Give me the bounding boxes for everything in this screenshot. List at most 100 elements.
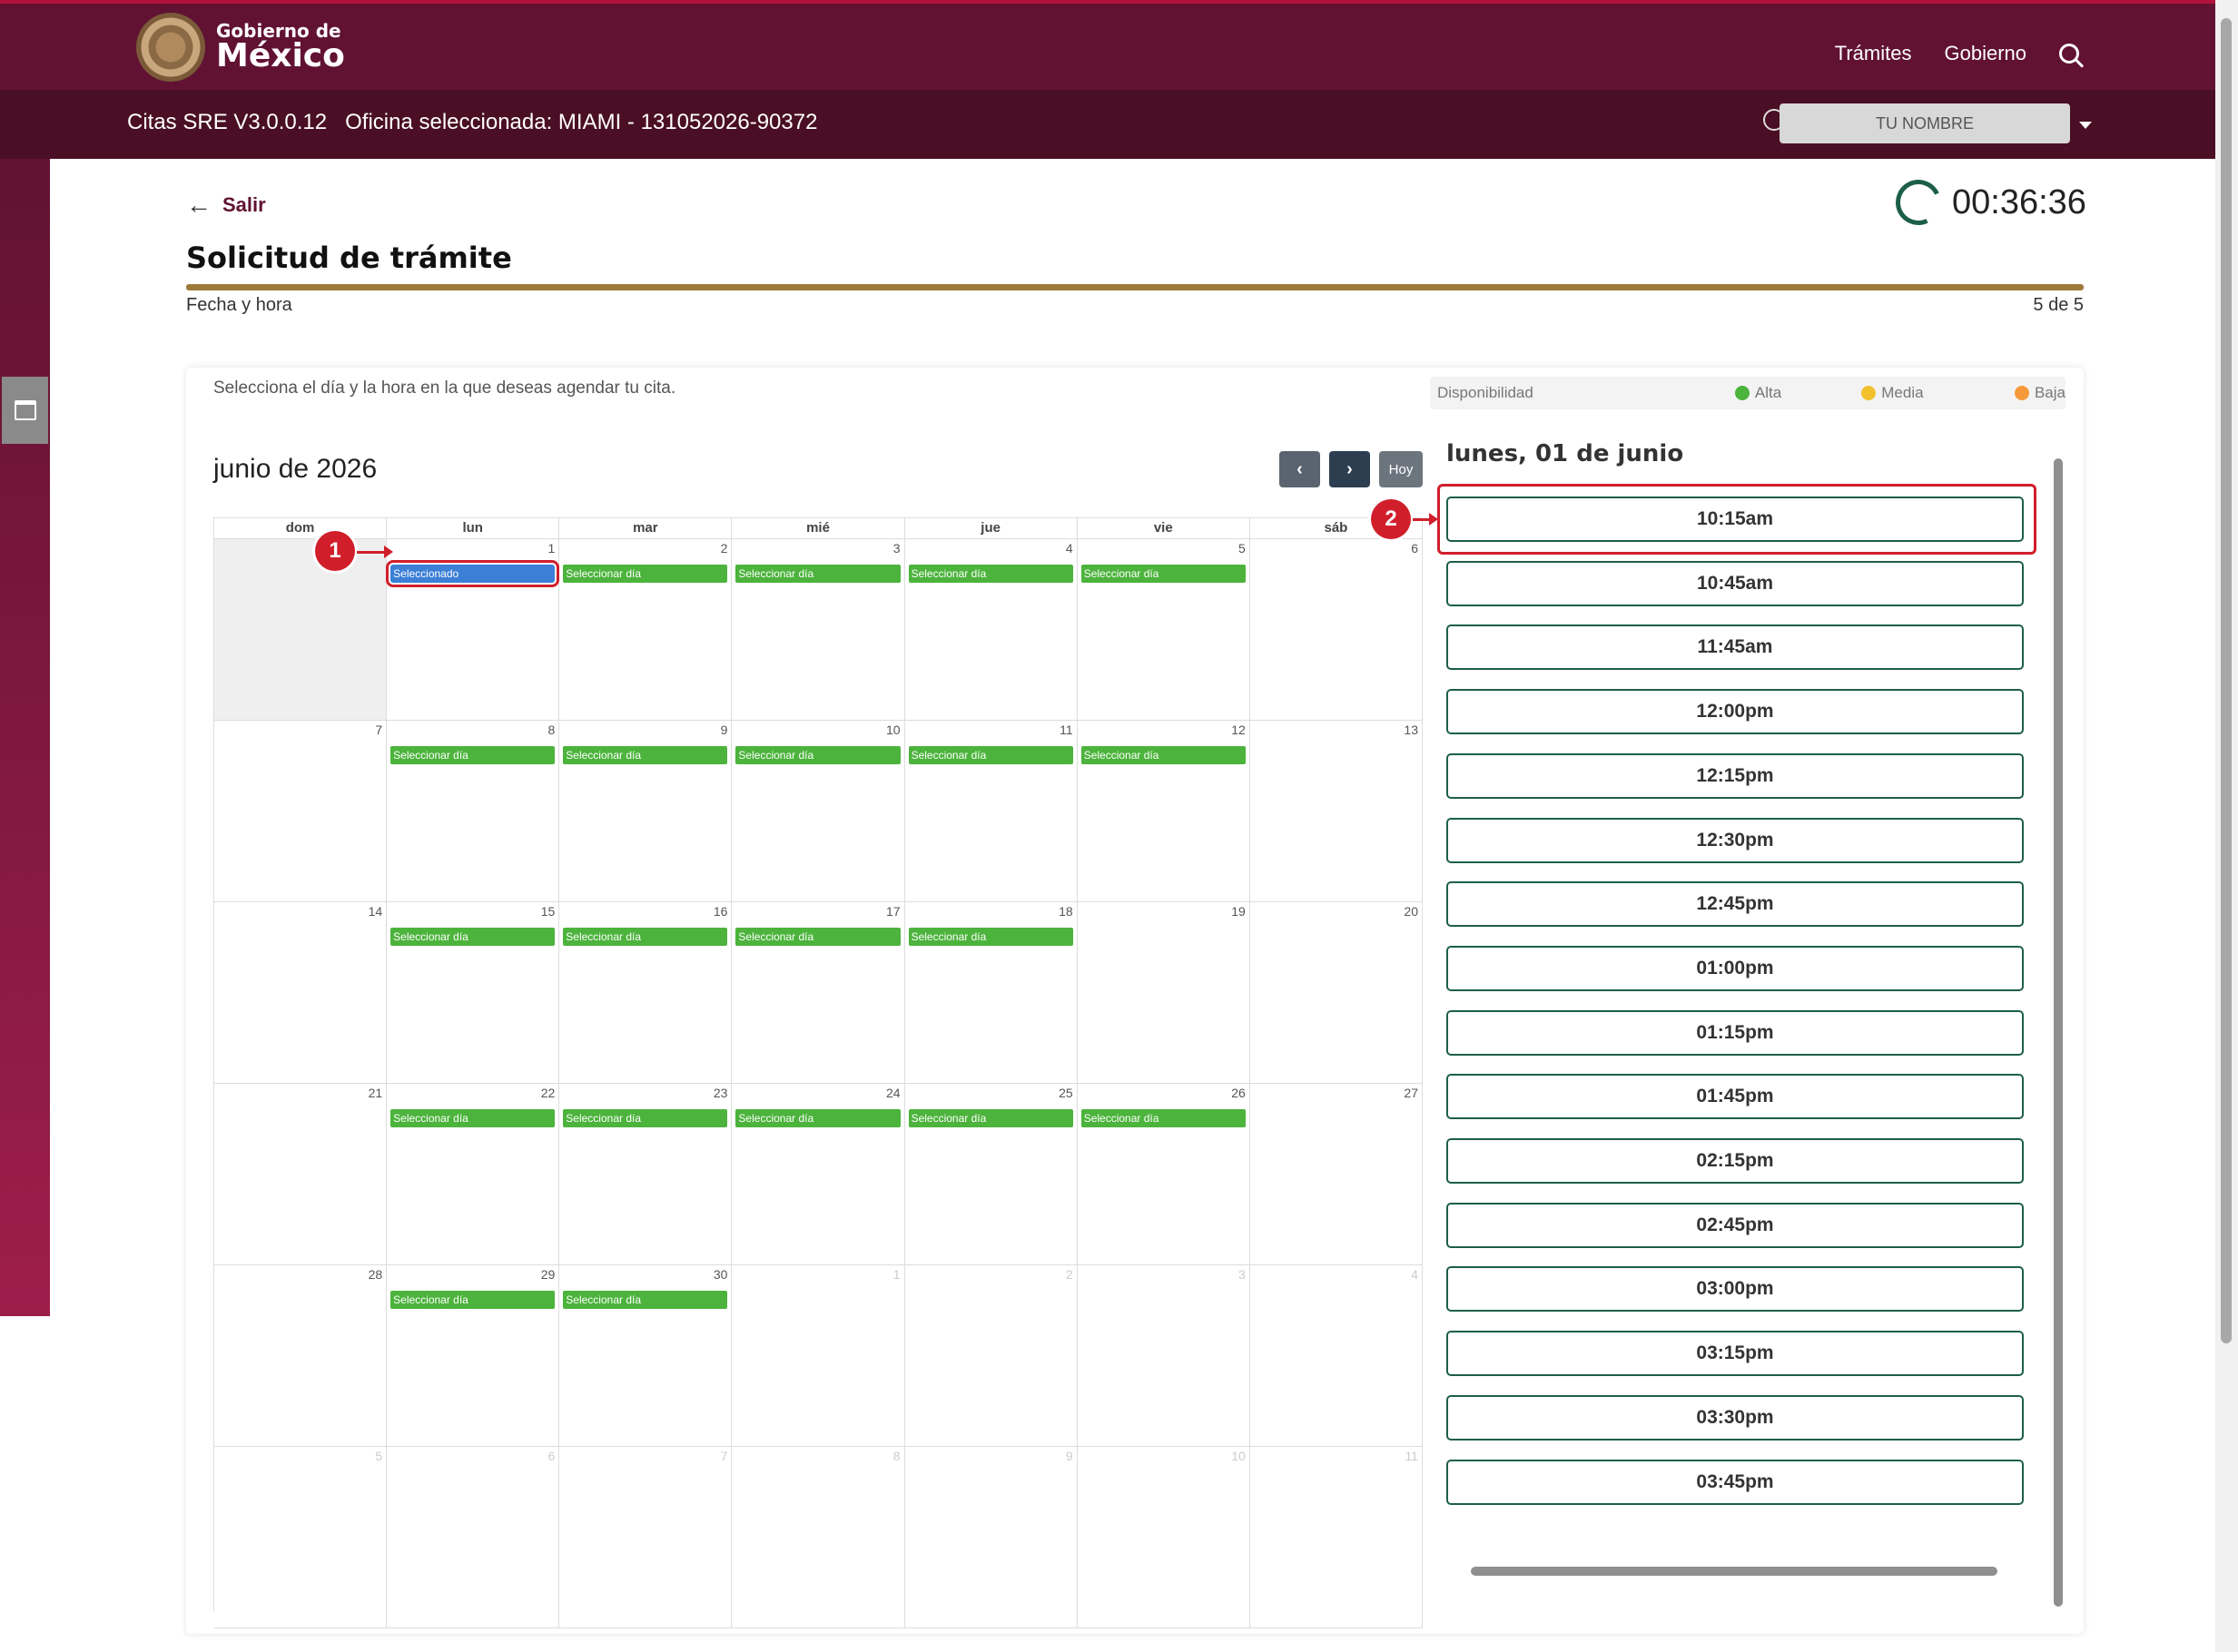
- select-day-event[interactable]: Seleccionar día: [563, 746, 728, 764]
- time-slot-button[interactable]: 02:45pm: [1446, 1202, 2024, 1248]
- weekday-4: jue: [905, 518, 1078, 538]
- day-number: 26: [1231, 1086, 1246, 1100]
- search-icon[interactable]: [2059, 44, 2079, 64]
- calendar-day-cell[interactable]: 22 Seleccionar día: [387, 1084, 560, 1265]
- select-day-event[interactable]: Seleccionar día: [390, 1109, 556, 1127]
- day-number: 7: [720, 1449, 728, 1463]
- select-day-event[interactable]: Seleccionar día: [1080, 565, 1246, 583]
- select-day-event[interactable]: Seleccionar día: [735, 746, 901, 764]
- calendar-day-cell[interactable]: 9 Seleccionar día: [559, 721, 733, 902]
- select-day-event[interactable]: Seleccionar día: [735, 928, 901, 946]
- page-scrollbar[interactable]: [2215, 0, 2238, 1652]
- time-slot-button[interactable]: 01:00pm: [1446, 945, 2024, 991]
- time-slot-button[interactable]: 03:15pm: [1446, 1331, 2024, 1377]
- next-month-button[interactable]: ›: [1329, 451, 1370, 487]
- legend-item-alta: Alta: [1640, 384, 1781, 402]
- time-slot-button[interactable]: 10:15am: [1446, 497, 2024, 542]
- calendar-day-cell[interactable]: 10 Seleccionar día: [732, 721, 905, 902]
- weekday-5: vie: [1078, 518, 1250, 538]
- today-button[interactable]: Hoy: [1379, 451, 1423, 487]
- nav-tramites[interactable]: Trámites: [1834, 42, 1912, 64]
- time-slot-button[interactable]: 02:15pm: [1446, 1138, 2024, 1184]
- calendar-day-cell[interactable]: 8 Seleccionar día: [387, 721, 560, 902]
- calendar-day-cell[interactable]: 4 Seleccionar día: [904, 539, 1078, 721]
- annotation-badge-2: 2: [1371, 499, 1411, 539]
- chevron-down-icon[interactable]: [2079, 122, 2092, 129]
- select-day-event[interactable]: Seleccionar día: [563, 928, 728, 946]
- time-slot-button[interactable]: 12:00pm: [1446, 689, 2024, 735]
- calendar-day-cell[interactable]: 3 Seleccionar día: [732, 539, 905, 721]
- timer-text: 00:36:36: [1952, 182, 2086, 221]
- day-number: 16: [713, 904, 728, 919]
- calendar-day-cell[interactable]: 17 Seleccionar día: [732, 902, 905, 1084]
- month-title: junio de 2026: [213, 454, 378, 484]
- step-label: Fecha y hora: [186, 295, 292, 315]
- time-slot-button[interactable]: 03:00pm: [1446, 1266, 2024, 1313]
- gobierno-logo[interactable]: Gobierno de México: [136, 13, 345, 82]
- select-day-event[interactable]: Seleccionar día: [1080, 1109, 1246, 1127]
- calendar-day-cell[interactable]: 18 Seleccionar día: [904, 902, 1078, 1084]
- nav-gobierno[interactable]: Gobierno: [1944, 42, 2026, 64]
- select-day-event[interactable]: Seleccionar día: [390, 1291, 556, 1309]
- time-slot-button[interactable]: 01:15pm: [1446, 1009, 2024, 1056]
- prev-month-button[interactable]: ‹: [1279, 451, 1320, 487]
- calendar-day-cell[interactable]: 30 Seleccionar día: [559, 1265, 733, 1447]
- day-number: 30: [713, 1267, 728, 1282]
- calendar-day-cell[interactable]: 26 Seleccionar día: [1077, 1084, 1250, 1265]
- calendar-day-cell[interactable]: 16 Seleccionar día: [559, 902, 733, 1084]
- calendar-day-cell[interactable]: 24 Seleccionar día: [732, 1084, 905, 1265]
- time-slot-button[interactable]: 11:45am: [1446, 624, 2024, 671]
- appointment-card: Selecciona el día y la hora en la que de…: [186, 368, 2084, 1634]
- time-slot-button[interactable]: 10:45am: [1446, 560, 2024, 606]
- calendar-day-cell[interactable]: 1 Seleccionado: [386, 539, 560, 721]
- time-slot-button[interactable]: 12:15pm: [1446, 752, 2024, 799]
- select-day-event[interactable]: Seleccionar día: [390, 928, 556, 946]
- weekday-6: sáb: [1250, 518, 1423, 538]
- calendar-day-cell[interactable]: 25 Seleccionar día: [904, 1084, 1078, 1265]
- calendar-nav-button[interactable]: [2, 377, 48, 444]
- slots-vertical-scrollbar[interactable]: [2054, 449, 2063, 1611]
- instructions: Selecciona el día y la hora en la que de…: [213, 379, 676, 398]
- time-slot-button[interactable]: 01:45pm: [1446, 1074, 2024, 1120]
- calendar-day-cell[interactable]: 23 Seleccionar día: [559, 1084, 733, 1265]
- selected-day-event[interactable]: Seleccionado: [386, 560, 560, 587]
- calendar-day-cell: 6: [387, 1447, 560, 1628]
- slots-horizontal-scrollbar[interactable]: [1453, 1564, 2034, 1577]
- select-day-event[interactable]: Seleccionar día: [735, 565, 901, 583]
- back-link[interactable]: ← Salir: [186, 191, 266, 220]
- day-number: 11: [1060, 723, 1073, 737]
- select-day-event[interactable]: Seleccionar día: [563, 1109, 728, 1127]
- legend-item-baja: Baja: [1924, 384, 2065, 402]
- select-day-event[interactable]: Seleccionar día: [908, 565, 1073, 583]
- select-day-event[interactable]: Seleccionar día: [908, 1109, 1073, 1127]
- select-day-event[interactable]: Seleccionar día: [908, 928, 1073, 946]
- calendar-day-cell[interactable]: 5 Seleccionar día: [1077, 539, 1250, 721]
- day-number: 4: [1065, 541, 1073, 556]
- calendar-day-cell: 13: [1249, 721, 1423, 902]
- calendar-day-cell[interactable]: 12 Seleccionar día: [1077, 721, 1250, 902]
- page-scrollbar-thumb[interactable]: [2221, 18, 2232, 1343]
- user-name-button[interactable]: TU NOMBRE: [1780, 103, 2070, 143]
- time-slot-button[interactable]: 03:45pm: [1446, 1459, 2024, 1505]
- time-slot-button[interactable]: 03:30pm: [1446, 1394, 2024, 1441]
- legend-item-media: Media: [1781, 384, 1924, 402]
- select-day-event[interactable]: Seleccionar día: [563, 1291, 728, 1309]
- calendar-day-cell[interactable]: 15 Seleccionar día: [387, 902, 560, 1084]
- select-day-event[interactable]: Seleccionar día: [563, 565, 728, 583]
- time-slot-button[interactable]: 12:30pm: [1446, 817, 2024, 863]
- calendar-day-cell[interactable]: 11 Seleccionar día: [904, 721, 1078, 902]
- select-day-event[interactable]: Seleccionar día: [1080, 746, 1246, 764]
- select-day-event[interactable]: Seleccionar día: [735, 1109, 901, 1127]
- time-slot-button[interactable]: 12:45pm: [1446, 881, 2024, 928]
- slots-horizontal-thumb[interactable]: [1471, 1567, 1997, 1576]
- chevron-left-icon: ‹: [1296, 458, 1303, 479]
- day-number: 2: [1065, 1267, 1073, 1282]
- select-day-event[interactable]: Seleccionar día: [908, 746, 1073, 764]
- select-day-event[interactable]: Seleccionar día: [390, 746, 556, 764]
- day-number: 18: [1059, 904, 1073, 919]
- day-number: 8: [547, 723, 556, 737]
- annotation-badge-1: 1: [315, 531, 355, 571]
- calendar-day-cell[interactable]: 2 Seleccionar día: [559, 539, 733, 721]
- slots-vertical-thumb[interactable]: [2054, 458, 2063, 1607]
- calendar-day-cell[interactable]: 29 Seleccionar día: [387, 1265, 560, 1447]
